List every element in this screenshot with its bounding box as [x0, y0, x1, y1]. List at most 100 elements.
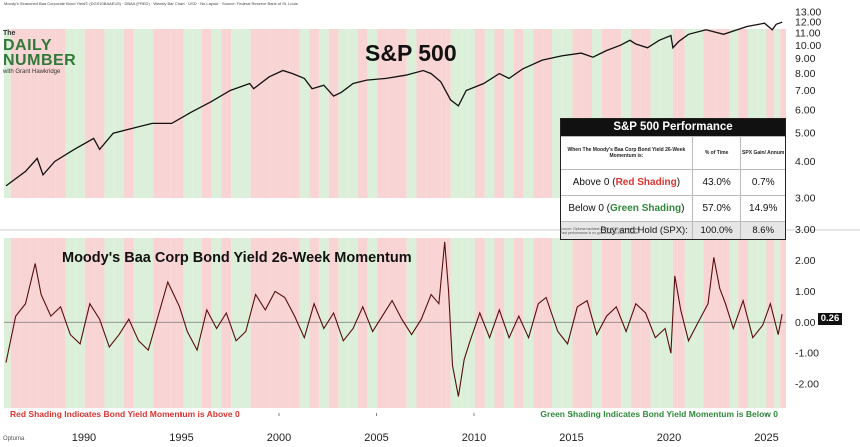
shade-band: [650, 238, 661, 408]
shade-band: [75, 29, 85, 198]
shade-band: [434, 238, 442, 408]
row-prefix: Below 0 (: [568, 203, 611, 214]
y-tick-bottom: 1.00: [795, 286, 816, 298]
shade-band: [221, 29, 232, 198]
shade-band: [133, 29, 144, 198]
shade-band: [279, 29, 290, 198]
shade-band: [710, 29, 717, 198]
shade-band: [299, 29, 310, 198]
shade-band: [780, 238, 786, 408]
shade-band: [774, 238, 781, 408]
shade-band: [533, 29, 543, 198]
shade-band: [162, 238, 171, 408]
logo-number: NUMBER: [3, 52, 77, 69]
shade-band: [562, 238, 573, 408]
shade-band: [10, 29, 21, 198]
shade-band: [640, 238, 651, 408]
performance-table: S&P 500 Performance When The Moody's Baa…: [560, 118, 786, 240]
shade-band: [582, 238, 592, 408]
y-tick-bottom: -2.00: [795, 379, 819, 391]
shade-band: [747, 29, 758, 198]
buyhold-gain: 8.6%: [740, 222, 785, 239]
sp500-line: [5, 21, 783, 187]
shade-band: [668, 238, 673, 408]
table-row-above-zero: Above 0 (Red Shading) 43.0% 0.7%: [561, 169, 785, 195]
shade-band: [426, 29, 435, 198]
shade-band: [722, 29, 730, 198]
shade-band: [766, 238, 775, 408]
shade-band: [192, 238, 202, 408]
shade-band: [192, 29, 202, 198]
shade-band: [30, 238, 39, 408]
shade-band: [162, 29, 171, 198]
performance-table-title: S&P 500 Performance: [561, 119, 785, 136]
optuma-brand: Optuma: [3, 436, 25, 442]
shade-band: [123, 29, 134, 198]
shade-band: [441, 29, 447, 198]
shade-band: [660, 29, 669, 198]
shade-band: [20, 238, 31, 408]
shade-band: [201, 29, 212, 198]
shade-band: [377, 29, 388, 198]
shade-band: [143, 238, 154, 408]
shade-band: [133, 238, 144, 408]
logo-the: The: [3, 30, 16, 37]
shade-band: [672, 238, 678, 408]
shade-band: [441, 238, 447, 408]
daily-number-logo: The DAILY NUMBER with Grant Hawkridge: [3, 30, 85, 76]
table-note: Source: Optuma backtest (1985-2025). Ann…: [560, 227, 700, 235]
shade-band: [450, 238, 456, 408]
shade-band: [551, 238, 563, 408]
x-tick-label: 1995: [169, 432, 193, 444]
shade-band: [123, 238, 134, 408]
shade-band: [677, 29, 685, 198]
x-tick-label: 2015: [559, 432, 583, 444]
shade-band: [572, 238, 583, 408]
y-tick-top: 5.00: [795, 128, 816, 140]
shade-band: [55, 29, 66, 198]
shade-band: [170, 29, 177, 198]
shade-band: [30, 29, 39, 198]
shade-band: [367, 29, 378, 198]
shade-band: [4, 29, 11, 198]
y-tick-top: 7.00: [795, 85, 816, 97]
shade-band: [738, 29, 748, 198]
shade-band: [45, 29, 56, 198]
shade-band: [461, 29, 468, 198]
shade-band: [722, 238, 730, 408]
shade-band: [260, 238, 271, 408]
y-tick-bottom: -1.00: [795, 348, 819, 360]
y-tick-top: 12.00: [795, 17, 821, 29]
y-tick-top: 9.00: [795, 53, 816, 65]
shade-band: [621, 238, 631, 408]
shade-band: [513, 29, 524, 198]
shade-band: [446, 238, 451, 408]
shade-band: [289, 238, 300, 408]
shade-band: [747, 238, 758, 408]
momentum-title: Moody's Baa Corp Bond Yield 26-Week Mome…: [62, 250, 412, 266]
shade-band: [780, 29, 786, 198]
shade-band: [484, 238, 495, 408]
shade-band: [38, 238, 46, 408]
row-suffix: ): [676, 177, 681, 188]
col-header-condition: When The Moody's Baa Corp Bond Yield 26-…: [567, 147, 686, 159]
shade-band: [357, 238, 368, 408]
col-header-pct-time: % of Time: [691, 137, 741, 169]
current-value-label: 0.26: [818, 313, 842, 325]
shade-band: [738, 238, 748, 408]
shade-band: [621, 29, 631, 198]
shade-band: [94, 238, 105, 408]
shade-band: [279, 238, 290, 408]
shade-band: [104, 29, 115, 198]
red-shading-text: Red Shading: [615, 177, 677, 188]
shade-band: [396, 29, 407, 198]
shade-band: [318, 29, 329, 198]
shade-band: [668, 29, 673, 198]
y-tick-top: 3.00: [795, 193, 816, 205]
shade-band: [289, 29, 300, 198]
shade-band: [231, 29, 241, 198]
shade-band: [84, 238, 95, 408]
shade-band: [710, 238, 717, 408]
shade-band: [357, 29, 368, 198]
y-tick-top: 4.00: [795, 156, 816, 168]
